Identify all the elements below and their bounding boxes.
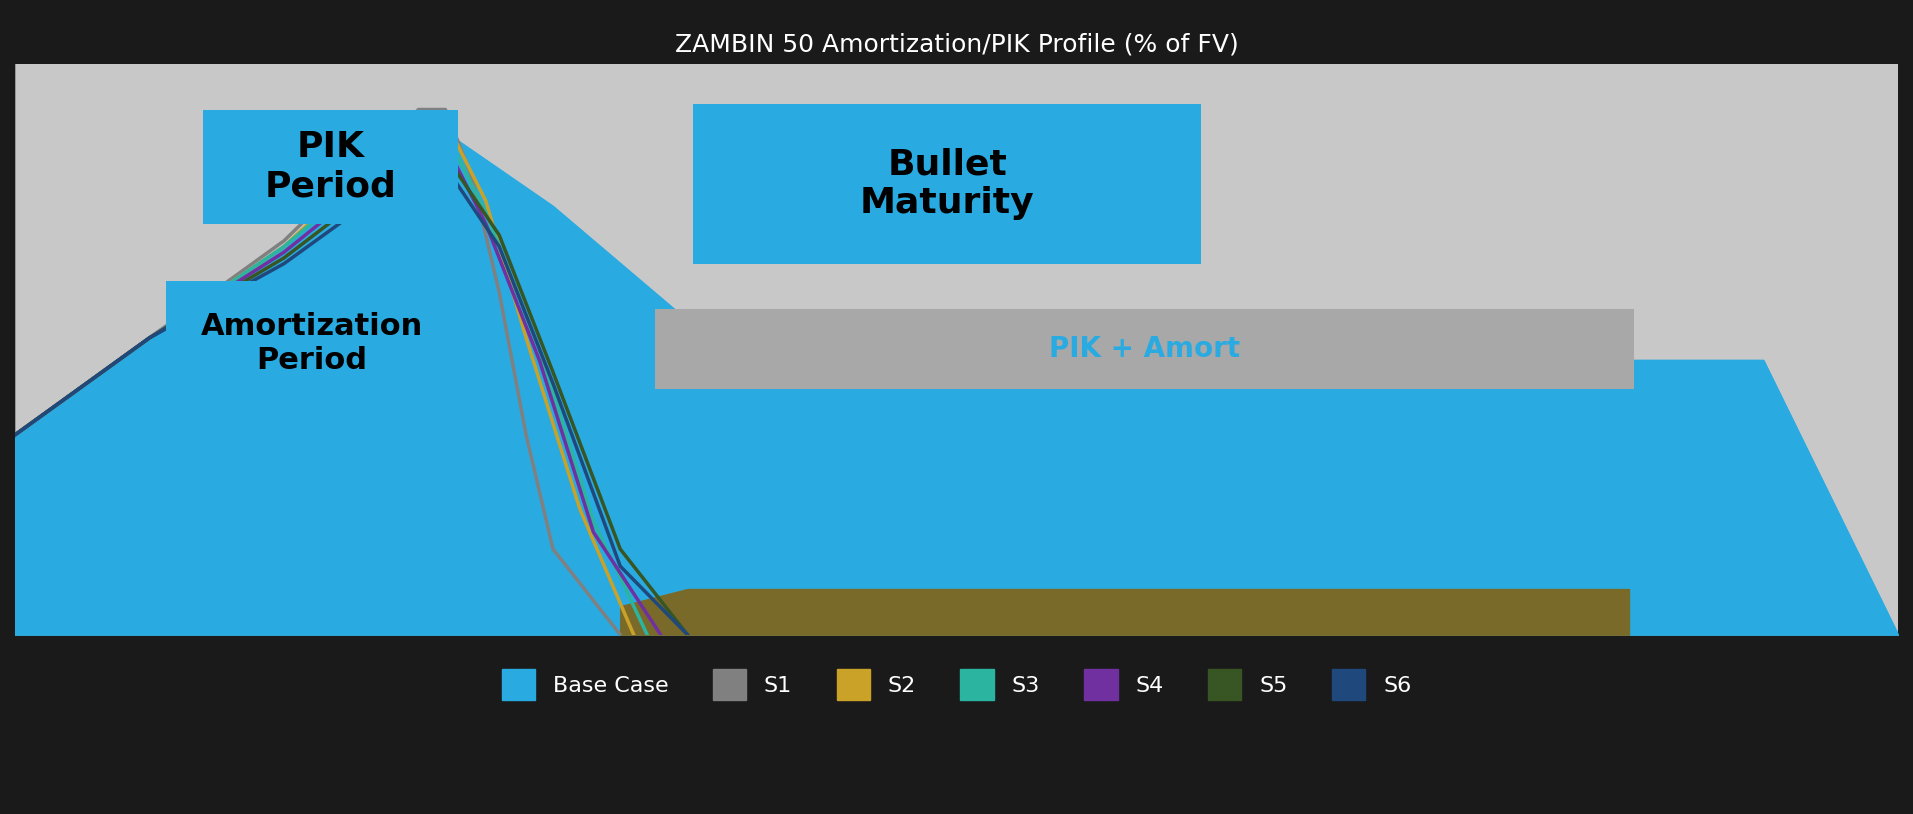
Legend: Base Case, S1, S2, S3, S4, S5, S6: Base Case, S1, S2, S3, S4, S5, S6 [494,660,1419,709]
Text: ZAMBIN 50 Amortization/PIK Profile (% of FV): ZAMBIN 50 Amortization/PIK Profile (% of… [675,33,1238,56]
Text: Bullet
Maturity: Bullet Maturity [859,147,1035,221]
Text: PIK + Amort: PIK + Amort [1048,335,1240,363]
FancyBboxPatch shape [203,110,457,224]
Text: Amortization
Period: Amortization Period [201,313,423,375]
FancyBboxPatch shape [656,309,1634,389]
Text: PIK
Period: PIK Period [264,130,396,204]
FancyBboxPatch shape [693,104,1201,264]
FancyBboxPatch shape [166,281,457,406]
